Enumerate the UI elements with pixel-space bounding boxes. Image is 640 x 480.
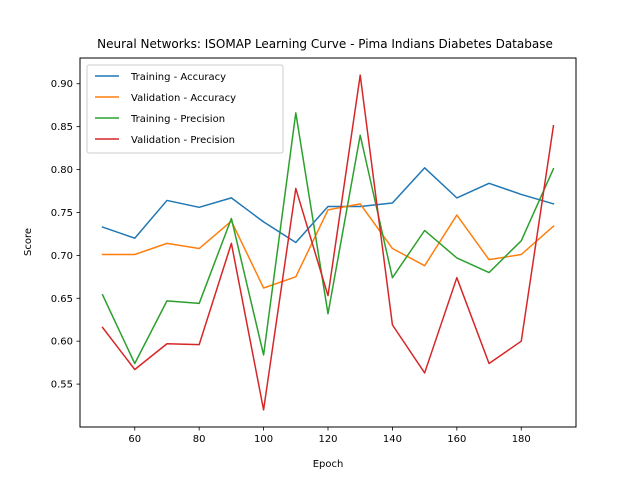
series-line-2 [101, 112, 555, 365]
series-line-3 [101, 74, 555, 411]
y-tick-label: 0.55 [51, 380, 73, 391]
y-tick-label: 0.85 [51, 122, 73, 133]
y-axis-ticks: 0.55 0.60 0.65 0.70 0.75 0.80 0.85 0.90 [51, 79, 80, 391]
x-tick-label: 80 [193, 434, 206, 445]
legend-label-0: Training - Accuracy [130, 72, 226, 83]
legend-label-3: Validation - Precision [131, 135, 235, 146]
y-tick-label: 0.75 [51, 208, 73, 219]
y-tick-label: 0.70 [51, 251, 73, 262]
y-tick-label: 0.60 [51, 337, 73, 348]
legend-box [86, 64, 284, 154]
series-line-0 [101, 167, 555, 244]
x-tick-label: 140 [383, 434, 402, 445]
x-tick-label: 160 [447, 434, 466, 445]
x-tick-label: 120 [318, 434, 337, 445]
y-axis-label: Score [23, 228, 34, 256]
chart-title: Neural Networks: ISOMAP Learning Curve -… [97, 37, 553, 51]
y-tick-label: 0.80 [51, 165, 73, 176]
y-tick-label: 0.65 [51, 294, 73, 305]
series-line-1 [101, 203, 555, 289]
x-tick-label: 100 [254, 434, 273, 445]
legend: Training - Accuracy Validation - Accuracy… [86, 64, 284, 154]
legend-label-1: Validation - Accuracy [131, 93, 236, 104]
x-tick-label: 60 [128, 434, 141, 445]
plot-lines [101, 74, 555, 411]
x-axis-ticks: 60 80 100 120 140 160 180 [128, 427, 531, 445]
y-tick-label: 0.90 [51, 79, 73, 90]
x-axis-label: Epoch [313, 459, 344, 470]
legend-label-2: Training - Precision [130, 114, 225, 125]
x-tick-label: 180 [512, 434, 531, 445]
